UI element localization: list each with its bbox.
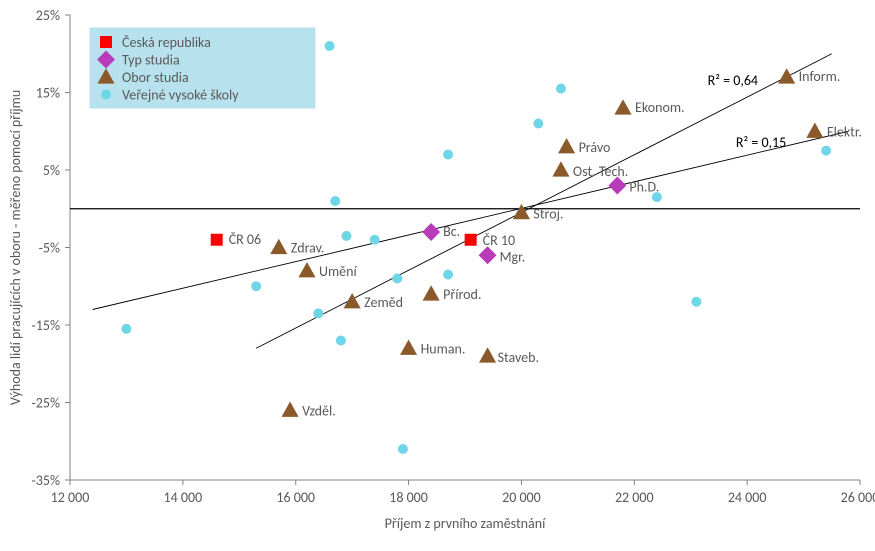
data-point	[401, 341, 416, 355]
y-tick-label: -5%	[39, 240, 60, 257]
point-label: Zdrav.	[291, 240, 325, 257]
x-tick-label: 26 000	[841, 489, 875, 506]
data-point	[822, 146, 831, 155]
data-point	[465, 234, 476, 245]
data-point	[423, 224, 440, 241]
point-label: Zeměd	[364, 294, 403, 311]
data-point	[331, 197, 340, 206]
chart-svg: -35% -25% -15% -5% 5% 15% 25% 12 000 14 000 16 00…	[0, 0, 875, 551]
y-tick-label: 5%	[43, 162, 60, 179]
point-label: Vzděl.	[302, 402, 336, 419]
x-tick-label: 14 000	[164, 489, 203, 506]
y-tick-label: 25%	[36, 7, 60, 24]
data-point	[122, 324, 131, 333]
trend-line	[256, 54, 832, 349]
point-label: Staveb.	[498, 349, 539, 366]
x-tick-label: 12 000	[51, 489, 90, 506]
r2-label: R² = 0,64	[708, 72, 758, 89]
y-tick-label: -15%	[32, 317, 61, 334]
y-tick-label: -35%	[32, 472, 61, 489]
legend-label: Veřejné vysoké školy	[122, 87, 239, 104]
data-point	[779, 69, 794, 83]
point-label: Elektr.	[827, 123, 862, 140]
data-point	[553, 162, 568, 176]
point-label: Umění	[319, 263, 357, 280]
x-tick-label: 18 000	[389, 489, 428, 506]
x-tick-label: 16 000	[276, 489, 315, 506]
data-point	[393, 274, 402, 283]
y-axis-title: Výhoda lidí pracujících v oboru - měřeno…	[7, 90, 24, 405]
r2-label: R² = 0,15	[736, 134, 786, 151]
point-label: Human.	[421, 340, 466, 357]
data-point	[559, 139, 574, 153]
legend-label: Obor studia	[122, 69, 189, 86]
data-point	[211, 234, 222, 245]
data-point	[479, 247, 496, 264]
data-point	[556, 84, 565, 93]
data-point	[252, 282, 261, 291]
x-tick-label: 24 000	[728, 489, 767, 506]
data-point	[342, 231, 351, 240]
legend-label: Typ studia	[122, 52, 180, 69]
legend-item	[101, 37, 112, 48]
data-point	[299, 263, 314, 277]
data-point	[282, 403, 297, 417]
point-label: ČR 10	[483, 232, 515, 249]
data-point	[692, 297, 701, 306]
data-point	[807, 124, 822, 138]
y-tick-label: 15%	[36, 85, 60, 102]
data-point	[444, 270, 453, 279]
x-tick-label: 22 000	[615, 489, 654, 506]
data-point	[314, 309, 323, 318]
x-tick-label: 20 000	[502, 489, 541, 506]
scatter-chart: -35% -25% -15% -5% 5% 15% 25% 12 000 14 000 16 00…	[0, 0, 875, 551]
point-label: ČR 06	[229, 231, 261, 248]
data-point	[615, 100, 630, 114]
point-label: Stroj.	[533, 206, 563, 223]
point-label: Inform.	[799, 68, 841, 85]
data-point	[398, 445, 407, 454]
point-label: Ph.D.	[629, 179, 659, 196]
data-point	[423, 286, 438, 300]
data-point	[325, 42, 334, 51]
legend-item	[102, 90, 111, 99]
data-point	[271, 240, 286, 254]
point-label: Mgr.	[500, 248, 526, 265]
data-point	[480, 348, 495, 362]
data-point	[370, 235, 379, 244]
data-point	[336, 336, 345, 345]
point-label: Přírod.	[443, 286, 481, 303]
point-label: Ost. Tech.	[573, 163, 628, 180]
trend-line	[93, 131, 849, 309]
y-tick-label: -25%	[32, 395, 61, 412]
point-label: Ekonom.	[635, 99, 685, 116]
x-axis-title: Příjem z prvního zaměstnání	[385, 515, 546, 532]
legend-label: Česká republika	[122, 34, 211, 51]
point-label: Právo	[579, 139, 611, 156]
data-point	[444, 150, 453, 159]
point-label: Bc.	[443, 223, 460, 240]
data-point	[534, 119, 543, 128]
